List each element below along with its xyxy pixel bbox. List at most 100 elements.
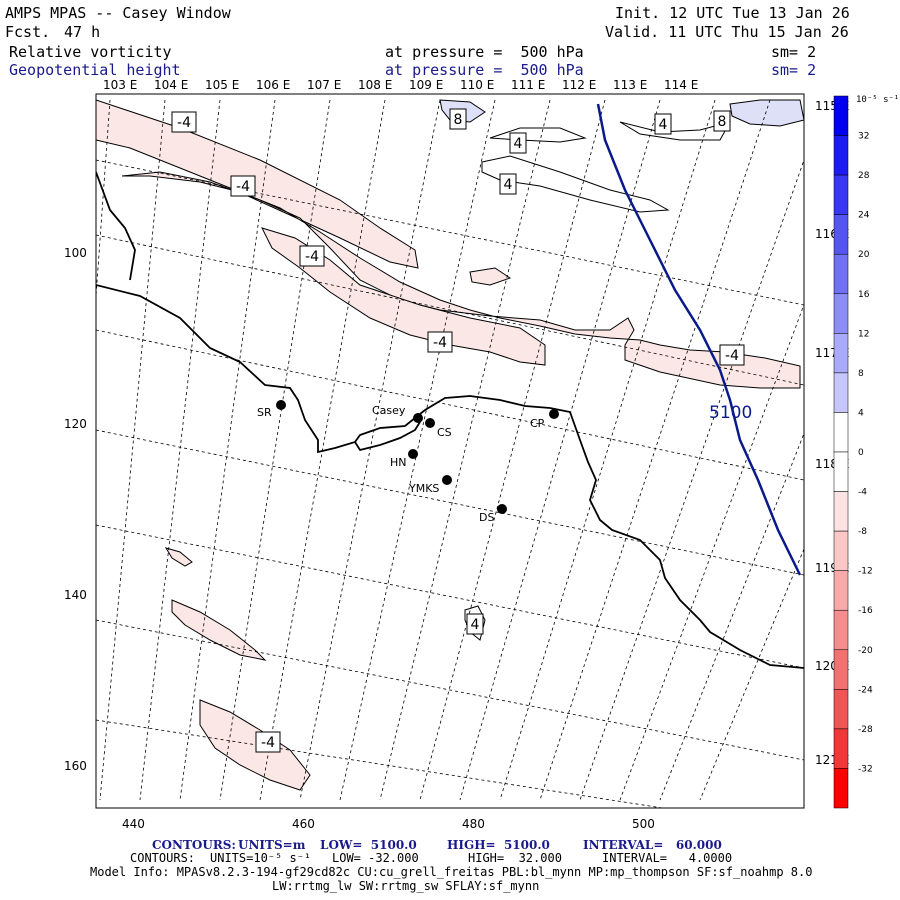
lon-label-top: 106 E: [256, 78, 290, 92]
field1-name: Relative vorticity: [9, 43, 172, 61]
lon-label-top: 103 E: [103, 78, 137, 92]
y-tick-label: 100: [64, 246, 87, 260]
fcst-value: 47 h: [64, 23, 101, 41]
colorbar-swatch: [833, 728, 849, 769]
station-dot-hn: [408, 449, 418, 459]
colorbar-swatch: [833, 570, 849, 611]
fcst-label: Fcst.: [5, 23, 51, 41]
vorticity-positive-area: [729, 99, 804, 127]
colorbar-swatch: [833, 135, 849, 176]
vorticity-contour-label: 4: [471, 617, 480, 633]
model-title: AMPS MPAS -- Casey Window: [5, 4, 231, 22]
colorbar-tick-label: 24: [858, 211, 870, 221]
coastline: [96, 171, 136, 281]
field2-sm: sm= 2: [771, 61, 817, 79]
contours1-units: UNITS=m: [238, 838, 306, 852]
colorbar-swatch: [833, 649, 849, 690]
colorbar-tick-label: 28: [858, 171, 870, 181]
vorticity-contour-label: -4: [236, 179, 250, 195]
vorticity-contour-label: -4: [725, 348, 739, 364]
colorbar: 32 28 24 20 16 12 8 4 0 -4 -8 -12 -16 -20 -24 -28 -32: [833, 95, 873, 809]
contours2-low: LOW= -32.000: [332, 851, 419, 865]
coastline: [96, 284, 804, 669]
lon-label-top: 108 E: [358, 78, 392, 92]
station-label-ds: DS: [479, 511, 494, 524]
lon-label-top: 105 E: [205, 78, 239, 92]
contours1-interval: INTERVAL= 60.000: [583, 838, 722, 852]
field1-level: at pressure = 500 hPa: [385, 43, 584, 61]
x-tick-label: 440: [122, 817, 145, 831]
station-dot-casey: [413, 413, 423, 423]
colorbar-tick-label: -12: [858, 567, 873, 577]
colorbar-tick-label: -4: [858, 488, 867, 498]
station-dot-cs: [425, 418, 435, 428]
x-tick-label: 500: [632, 817, 655, 831]
lon-label-top: 109 E: [409, 78, 443, 92]
vorticity-negative-area: [171, 599, 267, 661]
station-label-casey: Casey: [372, 404, 406, 417]
colorbar-tick-label: 0: [858, 448, 864, 458]
colorbar-swatch: [833, 451, 849, 492]
field1-sm: sm= 2: [771, 43, 817, 61]
lon-label-top: 114 E: [664, 78, 698, 92]
colorbar-tick-label: 16: [858, 290, 870, 300]
lon-label-top: 104 E: [154, 78, 188, 92]
colorbar-tick-label: 20: [858, 250, 870, 260]
y-tick-label: 120: [64, 417, 87, 431]
contours2-units: UNITS=10⁻⁵ s⁻¹: [210, 851, 312, 865]
lon-label-top: 110 E: [460, 78, 494, 92]
vorticity-contour-label: 8: [454, 112, 463, 128]
contours2-interval: INTERVAL= 4.0000: [602, 851, 733, 865]
colorbar-tick-label: -16: [858, 606, 873, 616]
vorticity-negative-area: [469, 267, 512, 286]
vorticity-contour-label: 8: [718, 114, 727, 130]
vorticity-contour-label: 4: [514, 136, 523, 152]
contours2-high: HIGH= 32.000: [468, 851, 562, 865]
station-label-cs: CS: [437, 426, 452, 439]
field2-level: at pressure = 500 hPa: [385, 61, 584, 79]
station-label-hn: HN: [390, 456, 407, 469]
y-tick-label: 160: [64, 759, 87, 773]
contours1-label: CONTOURS:: [152, 838, 236, 852]
colorbar-swatch: [833, 333, 849, 374]
model-info-2: LW:rrtmg_lw SW:rrtmg_sw SFLAY:sf_mynn: [272, 879, 540, 893]
contours1-low: LOW= 5100.0: [320, 838, 417, 852]
colorbar-tick-label: 4: [858, 408, 864, 418]
colorbar-swatch: [833, 214, 849, 255]
vorticity-contour-label: -4: [433, 335, 447, 351]
vorticity-negative-area: [261, 227, 546, 366]
colorbar-swatch: [833, 768, 849, 809]
coastline: [354, 421, 421, 452]
vorticity-negative-area: [121, 171, 801, 389]
station-dot-sr: [276, 400, 286, 410]
lon-label-top: 111 E: [511, 78, 545, 92]
x-tick-label: 460: [292, 817, 315, 831]
vorticity-contour-label: 4: [504, 177, 513, 193]
station-label-sr: SR: [257, 406, 272, 419]
vorticity-negative-area: [164, 547, 193, 567]
valid-time: Valid. 11 UTC Thu 15 Jan 26: [605, 23, 849, 41]
station-dot-ds: [497, 504, 507, 514]
colorbar-tick-label: 32: [858, 132, 869, 142]
y-tick-label: 140: [64, 588, 87, 602]
colorbar-tick-label: 8: [858, 369, 864, 379]
station-dot-ymks: [442, 475, 452, 485]
colorbar-tick-label: -24: [858, 685, 873, 695]
colorbar-unit: 10⁻⁵ s⁻¹: [856, 95, 900, 105]
colorbar-swatch: [833, 530, 849, 571]
colorbar-swatch: [833, 491, 849, 532]
station-label-ymks: YMKS: [408, 482, 439, 495]
colorbar-swatch: [833, 372, 849, 413]
vorticity-contour-label: 4: [659, 117, 668, 133]
x-tick-label: 480: [462, 817, 485, 831]
lon-label-top: 112 E: [562, 78, 596, 92]
colorbar-swatch: [833, 95, 849, 136]
vorticity-contour-label: -4: [305, 249, 319, 265]
colorbar-tick-label: -28: [858, 725, 873, 735]
station-label-cp: CP: [530, 417, 545, 430]
height-contour-label: 5100: [709, 403, 752, 423]
field2-name: Geopotential height: [9, 61, 181, 79]
geopotential-height-5100: [596, 103, 802, 576]
colorbar-swatch: [833, 609, 849, 651]
